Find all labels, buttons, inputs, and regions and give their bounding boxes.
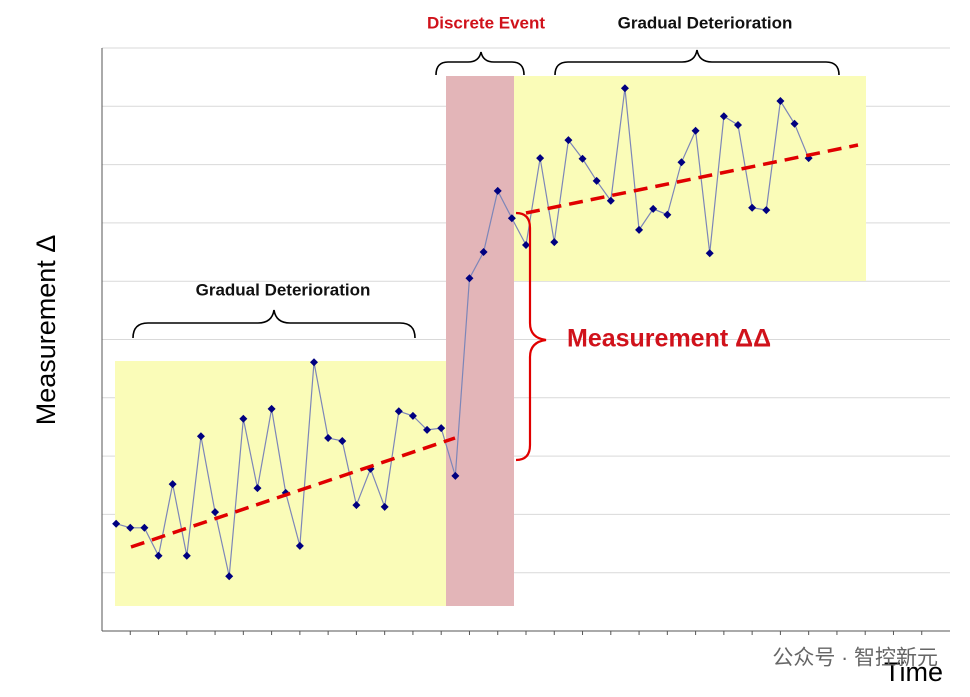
annotation: Gradual Deterioration bbox=[196, 280, 371, 299]
data-point bbox=[606, 196, 615, 205]
data-point bbox=[352, 501, 361, 510]
data-point bbox=[493, 186, 502, 195]
data-point bbox=[126, 523, 135, 532]
data-point bbox=[578, 154, 587, 163]
data-point bbox=[776, 97, 785, 106]
annotation: Discrete Event bbox=[427, 13, 545, 32]
data-point bbox=[762, 206, 771, 215]
data-point bbox=[437, 424, 446, 433]
data-point bbox=[719, 112, 728, 121]
trend-line bbox=[525, 143, 859, 215]
data-point bbox=[635, 225, 644, 234]
data-point bbox=[522, 241, 530, 250]
data-point bbox=[211, 508, 220, 517]
brace bbox=[554, 49, 840, 76]
discrete-region bbox=[446, 76, 514, 606]
data-point bbox=[310, 358, 318, 367]
data-point bbox=[790, 119, 799, 128]
data-point bbox=[705, 249, 714, 258]
data-point bbox=[295, 541, 304, 550]
data-point bbox=[168, 480, 177, 489]
data-point bbox=[112, 519, 121, 528]
data-point bbox=[338, 436, 347, 445]
data-point bbox=[465, 274, 474, 283]
data-point bbox=[564, 136, 573, 145]
data-point bbox=[507, 214, 516, 223]
brace bbox=[435, 51, 525, 76]
data-point bbox=[267, 404, 276, 413]
data-point bbox=[663, 210, 672, 219]
data-point bbox=[380, 502, 389, 511]
annotation: Measurement ΔΔ bbox=[567, 325, 771, 353]
data-point bbox=[423, 425, 432, 434]
data-point bbox=[451, 471, 460, 480]
data-point bbox=[408, 411, 417, 420]
x-axis-label: Time bbox=[884, 657, 943, 687]
data-point bbox=[734, 120, 742, 129]
data-point bbox=[677, 158, 686, 167]
data-point bbox=[394, 407, 403, 416]
delta-brace bbox=[515, 211, 547, 462]
data-point bbox=[253, 484, 262, 493]
data-point bbox=[536, 154, 545, 163]
data-point bbox=[225, 572, 234, 581]
data-point bbox=[691, 126, 700, 135]
y-axis-label: Measurement Δ bbox=[31, 235, 61, 426]
gradual-region bbox=[115, 361, 446, 606]
trend-line bbox=[130, 436, 456, 549]
data-point bbox=[239, 414, 248, 423]
data-point bbox=[154, 551, 163, 560]
annotation: Gradual Deterioration bbox=[618, 13, 793, 32]
watermark: 公众号 · 智控新元 bbox=[772, 647, 938, 670]
data-point bbox=[324, 434, 333, 443]
data-point bbox=[182, 551, 191, 560]
brace bbox=[132, 309, 416, 339]
data-point bbox=[592, 176, 601, 185]
data-point bbox=[140, 523, 149, 532]
series-line bbox=[115, 88, 810, 577]
data-point bbox=[550, 238, 559, 247]
data-point bbox=[620, 84, 629, 93]
data-point bbox=[649, 204, 658, 213]
data-point bbox=[479, 248, 488, 257]
data-point bbox=[748, 203, 757, 212]
data-point bbox=[196, 432, 205, 441]
